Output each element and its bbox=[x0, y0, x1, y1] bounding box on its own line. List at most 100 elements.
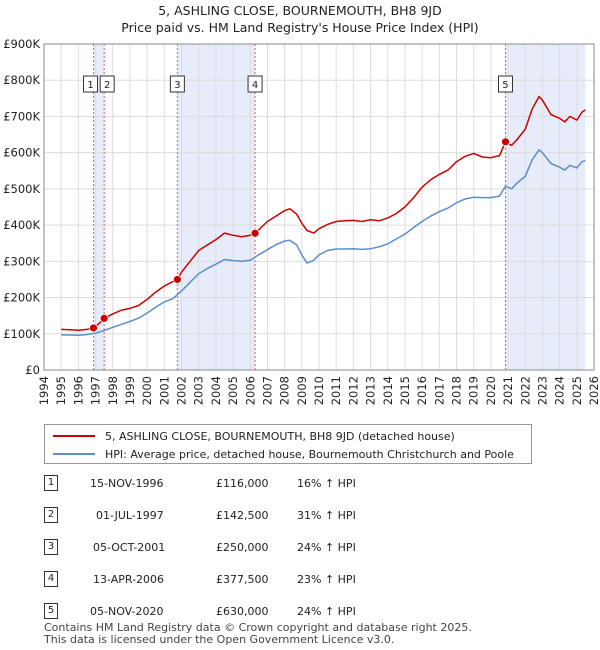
y-tick-label: £500K bbox=[3, 182, 40, 196]
legend-label-property: 5, ASHLING CLOSE, BOURNEMOUTH, BH8 9JD (… bbox=[105, 429, 455, 443]
table-row: 5 05-NOV-2020 £630,000 24% ↑ HPI bbox=[44, 601, 424, 623]
sale-date: 05-NOV-2020 bbox=[90, 605, 164, 618]
x-tick-label: 1998 bbox=[106, 376, 120, 405]
footer: Contains HM Land Registry data © Crown c… bbox=[44, 622, 472, 646]
x-tick-label: 2009 bbox=[295, 376, 309, 405]
legend-item-hpi: HPI: Average price, detached house, Bour… bbox=[53, 445, 514, 463]
y-tick-label: £800K bbox=[3, 73, 40, 87]
x-tick-label: 2001 bbox=[157, 376, 171, 405]
x-tick-label: 2002 bbox=[175, 376, 189, 405]
sale-hpi-diff: 31% ↑ HPI bbox=[297, 509, 356, 522]
x-tick-label: 2020 bbox=[484, 376, 498, 405]
sale-label-4: 4 bbox=[252, 80, 258, 91]
sale-price: £142,500 bbox=[216, 509, 269, 522]
sale-date: 13-APR-2006 bbox=[93, 573, 165, 586]
sale-hpi-diff: 24% ↑ HPI bbox=[297, 605, 356, 618]
sale-point-3 bbox=[172, 275, 182, 284]
x-tick-label: 2018 bbox=[450, 376, 464, 405]
y-tick-label: £200K bbox=[3, 291, 40, 305]
sale-label-3: 3 bbox=[174, 80, 180, 91]
table-row: 2 01-JUL-1997 £142,500 31% ↑ HPI bbox=[44, 505, 424, 527]
x-tick-label: 2015 bbox=[398, 376, 412, 405]
y-tick-label: £600K bbox=[3, 146, 40, 160]
sale-point-4 bbox=[250, 228, 260, 238]
sale-label-2: 2 bbox=[104, 80, 110, 91]
sale-label-box-1 bbox=[83, 75, 98, 93]
sale-label-box-2 bbox=[99, 75, 115, 93]
x-tick-label: 2010 bbox=[312, 376, 326, 405]
sale-price: £116,000 bbox=[216, 477, 269, 490]
sale-label-1: 1 bbox=[87, 80, 93, 91]
sale-label-5: 5 bbox=[502, 80, 508, 91]
x-tick-label: 2007 bbox=[260, 376, 274, 405]
sale-price: £630,000 bbox=[216, 605, 269, 618]
sale-point-2 bbox=[99, 313, 109, 323]
legend-label-hpi: HPI: Average price, detached house, Bour… bbox=[105, 447, 514, 461]
sale-price: £377,500 bbox=[216, 573, 269, 586]
x-tick-label: 2023 bbox=[535, 376, 549, 405]
sale-label-box-5 bbox=[497, 75, 513, 93]
y-tick-label: £400K bbox=[3, 218, 40, 232]
sale-hpi-diff: 16% ↑ HPI bbox=[297, 477, 356, 490]
hpi-line bbox=[61, 149, 586, 336]
sale-number-badge: 3 bbox=[44, 539, 58, 555]
x-tick-label: 1997 bbox=[89, 376, 103, 405]
x-tick-label: 2016 bbox=[415, 376, 429, 405]
sale-label-box-4 bbox=[247, 75, 263, 93]
x-tick-label: 1995 bbox=[54, 376, 68, 405]
footer-copyright: Contains HM Land Registry data © Crown c… bbox=[44, 621, 472, 634]
legend-swatch-hpi bbox=[53, 453, 95, 455]
legend-item-property: 5, ASHLING CLOSE, BOURNEMOUTH, BH8 9JD (… bbox=[53, 427, 455, 445]
shaded-range-3 bbox=[505, 44, 586, 370]
x-tick-label: 2005 bbox=[226, 376, 240, 405]
sale-number-badge: 5 bbox=[44, 603, 58, 619]
sale-point-1 bbox=[89, 323, 98, 333]
x-tick-label: 1994 bbox=[37, 376, 51, 405]
price-chart: 5, ASHLING CLOSE, BOURNEMOUTH, BH8 9JD P… bbox=[3, 3, 600, 405]
sale-hpi-diff: 24% ↑ HPI bbox=[297, 541, 356, 554]
legend: 5, ASHLING CLOSE, BOURNEMOUTH, BH8 9JD (… bbox=[44, 424, 532, 464]
x-tick-label: 2019 bbox=[467, 376, 481, 405]
y-tick-label: £700K bbox=[3, 109, 40, 123]
sale-number-badge: 1 bbox=[44, 475, 58, 491]
sale-point-5 bbox=[501, 137, 510, 147]
legend-swatch-property bbox=[53, 435, 95, 437]
x-tick-label: 2014 bbox=[381, 376, 395, 405]
x-tick-label: 2012 bbox=[346, 376, 360, 405]
sale-date: 05-OCT-2001 bbox=[93, 541, 166, 554]
x-tick-label: 2017 bbox=[432, 376, 446, 405]
footer-licence: This data is licensed under the Open Gov… bbox=[44, 633, 395, 646]
y-tick-label: £100K bbox=[3, 327, 40, 341]
x-tick-label: 2021 bbox=[501, 376, 515, 405]
chart-title: 5, ASHLING CLOSE, BOURNEMOUTH, BH8 9JD bbox=[158, 3, 442, 18]
x-tick-label: 2004 bbox=[209, 376, 223, 405]
x-tick-label: 1999 bbox=[123, 376, 137, 405]
y-tick-label: £300K bbox=[3, 254, 40, 268]
x-tick-label: 2003 bbox=[192, 376, 206, 405]
plot-frame bbox=[43, 43, 595, 371]
x-tick-label: 2000 bbox=[140, 376, 154, 405]
price-paid-line bbox=[61, 95, 586, 331]
x-tick-label: 2008 bbox=[278, 376, 292, 405]
x-tick-label: 2013 bbox=[364, 376, 378, 405]
table-row: 3 05-OCT-2001 £250,000 24% ↑ HPI bbox=[44, 537, 424, 559]
x-tick-label: 1996 bbox=[71, 376, 85, 405]
x-tick-label: 2026 bbox=[587, 376, 600, 405]
x-tick-label: 2011 bbox=[329, 376, 343, 405]
sale-date: 15-NOV-1996 bbox=[90, 477, 164, 490]
sale-date: 01-JUL-1997 bbox=[96, 509, 164, 522]
shaded-range-1 bbox=[93, 44, 105, 370]
x-tick-label: 2025 bbox=[570, 376, 584, 405]
x-tick-label: 2022 bbox=[518, 376, 532, 405]
table-row: 4 13-APR-2006 £377,500 23% ↑ HPI bbox=[44, 569, 424, 591]
sale-price: £250,000 bbox=[216, 541, 269, 554]
chart-subtitle: Price paid vs. HM Land Registry's House … bbox=[121, 20, 478, 35]
x-tick-label: 2006 bbox=[243, 376, 257, 405]
y-tick-label: £900K bbox=[3, 37, 40, 51]
sale-number-badge: 2 bbox=[44, 507, 58, 523]
table-row: 1 15-NOV-1996 £116,000 16% ↑ HPI bbox=[44, 473, 424, 495]
y-tick-label: £0 bbox=[25, 363, 40, 377]
x-tick-label: 2024 bbox=[553, 376, 567, 405]
sale-label-box-3 bbox=[169, 75, 185, 93]
sale-hpi-diff: 23% ↑ HPI bbox=[297, 573, 356, 586]
